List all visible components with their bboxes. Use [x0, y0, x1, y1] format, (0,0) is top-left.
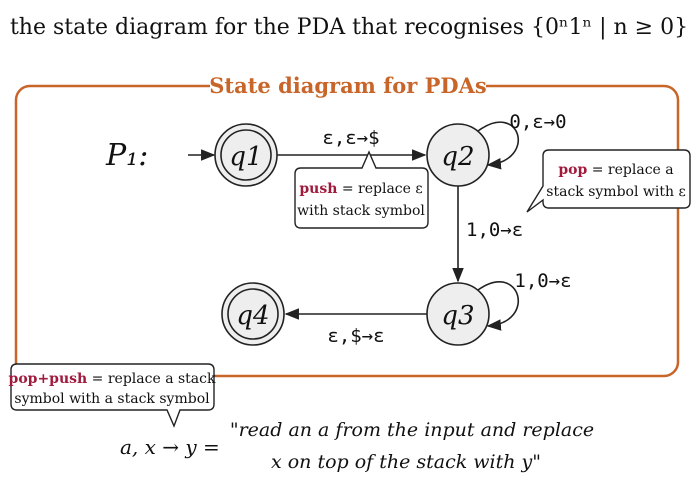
transition-q2-loop-label: 0,ε→0 — [509, 111, 566, 133]
machine-label: P₁: — [105, 138, 148, 173]
transition-q3-q4-label: ε,$→ε — [327, 325, 384, 347]
transition-q2-q3-label: 1,0→ε — [466, 219, 523, 241]
svg-text:push = replace ε: push = replace ε — [299, 181, 422, 197]
state-q1: q1 — [214, 123, 278, 187]
notation-explanation-line-2: x on top of the stack with y" — [271, 451, 541, 473]
callout-push: push = replace ε with stack symbol — [294, 150, 429, 229]
notation-formula: a, x → y = — [120, 435, 220, 459]
heading-text: the state diagram for the PDA that recog… — [10, 15, 688, 40]
callout-poppush-text-2: symbol with a stack symbol — [14, 391, 210, 407]
frame-title-backdrop — [210, 70, 486, 100]
state-q4-label: q4 — [236, 301, 269, 331]
callout-push-text-1: = replace ε — [337, 181, 422, 197]
callout-push-text-2: with stack symbol — [297, 203, 425, 219]
state-q3-label: q3 — [441, 301, 474, 331]
callout-pop: pop = replace a stack symbol with ε — [526, 149, 691, 213]
callout-pop-text-1: = replace a — [587, 162, 673, 178]
callout-poppush-keyword: pop+push — [9, 371, 88, 387]
transition-q1-q2-label: ε,ε→$ — [322, 127, 379, 149]
callout-poppush: pop+push = replace a stack symbol with a… — [9, 363, 216, 428]
transition-q3-loop-arrow — [477, 281, 519, 331]
notation-explanation-line-1: "read an a from the input and replace — [230, 419, 594, 441]
callout-push-keyword: push — [299, 181, 337, 197]
state-q2-label: q2 — [441, 142, 474, 172]
state-q1-label: q1 — [229, 142, 262, 172]
svg-text:pop = replace a: pop = replace a — [558, 162, 673, 178]
svg-text:pop+push = replace a stack: pop+push = replace a stack — [9, 371, 216, 387]
state-q3: q3 — [426, 282, 490, 346]
state-q4: q4 — [221, 282, 285, 346]
callout-pop-keyword: pop — [558, 162, 587, 178]
state-q2: q2 — [426, 123, 490, 187]
transition-q2-loop-arrow — [477, 121, 519, 170]
transition-q3-loop-label: 1,0→ε — [514, 270, 571, 292]
callout-pop-text-2: stack symbol with ε — [546, 184, 685, 200]
frame-title: State diagram for PDAs — [209, 73, 487, 98]
callout-poppush-text-1: = replace a stack — [87, 371, 216, 387]
